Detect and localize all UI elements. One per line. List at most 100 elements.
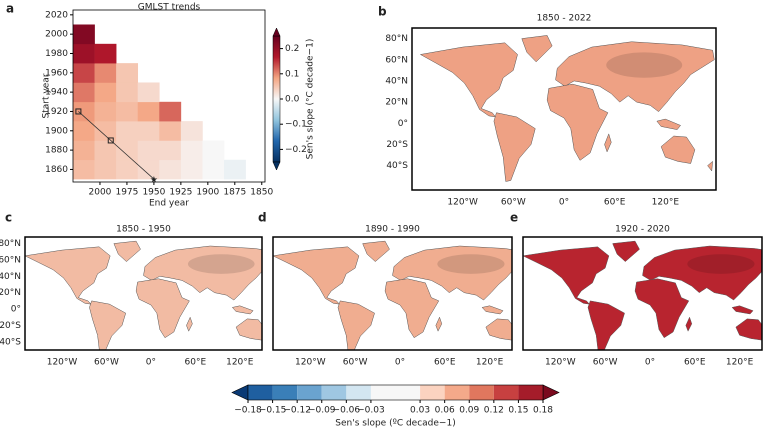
heatmap-cell (73, 24, 95, 45)
continent (25, 247, 110, 304)
continent (144, 246, 262, 300)
colorbar-tick-label: 0.03 (410, 406, 430, 416)
map-frame (522, 236, 763, 351)
lat-tick-label: 40°S (0, 337, 21, 347)
y-tick-label: 1900 (45, 126, 68, 136)
heatmap-cell (73, 140, 95, 161)
marker (107, 137, 114, 144)
heatmap-cell (180, 140, 203, 161)
colorbar-tick-label: −0.03 (357, 406, 385, 416)
colorbar-bin (444, 385, 470, 400)
x-tick-label: 1875 (223, 188, 246, 198)
colorbar-extend (272, 27, 281, 37)
continent (136, 279, 189, 338)
map-title: 1850 - 2022 (537, 14, 592, 24)
y-tick-label: 1980 (45, 49, 68, 59)
heatmap (73, 24, 246, 180)
colorbar-bin (297, 385, 322, 400)
colorbar-extend (272, 161, 281, 171)
colorbar-bin (248, 385, 273, 400)
warm-patch (187, 254, 255, 274)
x-tick-label: 2000 (89, 188, 112, 198)
lat-tick-label: 80°N (0, 239, 21, 249)
heatmap-cell (159, 101, 182, 122)
warm-patch (687, 254, 755, 274)
heatmap-cell (73, 82, 95, 103)
continent (605, 134, 612, 152)
lat-tick-label: 80°N (385, 34, 408, 44)
heatmap-cell (116, 63, 139, 83)
colorbar-label: Sen's slope (°C decade−1) (306, 39, 316, 160)
continent (736, 319, 762, 340)
heatmap-cell (137, 140, 160, 161)
y-tick-label: 2020 (45, 10, 68, 20)
continent (635, 279, 689, 338)
lon-tick-label: 120°E (726, 358, 754, 368)
continent (236, 319, 262, 340)
lon-tick-label: 60°E (185, 358, 207, 368)
heatmap-cell (73, 101, 95, 122)
x-tick-label: 1925 (169, 188, 192, 198)
lon-tick-label: 60°E (684, 358, 706, 368)
colorbar-bin (272, 385, 298, 400)
colorbar-bin (469, 385, 494, 400)
lon-tick-label: 120°E (476, 358, 504, 368)
colorbar-bin (420, 385, 445, 400)
colorbar-bin (321, 385, 347, 400)
land (420, 35, 714, 181)
x-tick-label: 1950 (142, 188, 165, 198)
colorbar-extend (542, 384, 560, 401)
heatmap-cell (137, 121, 160, 141)
heatmap-cell (137, 101, 160, 122)
lat-tick-label: 0° (398, 119, 408, 129)
colorbar-bin (370, 385, 421, 400)
lon-tick-label: 120°W (295, 358, 326, 368)
heatmap-cell (116, 121, 139, 141)
panel-label: e (510, 211, 518, 225)
heatmap-cell (180, 159, 203, 180)
colorbar-tick-label: 0.06 (435, 406, 455, 416)
colorbar-extend (231, 384, 249, 401)
continent (547, 84, 608, 160)
heatmap-cell (159, 159, 182, 180)
lon-tick-label: 120°E (226, 358, 254, 368)
lat-tick-label: 40°S (386, 161, 408, 171)
map (412, 28, 716, 190)
colorbar-tick-label: 0.09 (459, 406, 479, 416)
heatmap-cell (202, 159, 225, 180)
colorbar-tick-label: −0.12 (283, 406, 311, 416)
continent (732, 306, 753, 314)
heatmap-cell (116, 101, 139, 122)
heatmap-cell (73, 43, 95, 64)
continent (657, 119, 681, 130)
continent (588, 301, 625, 350)
y-tick-label: 1860 (45, 165, 68, 175)
colorbar-tick-label: 0.1 (285, 69, 299, 79)
heatmap-cell (94, 43, 117, 64)
continent (114, 241, 141, 261)
lon-tick-label: 60°E (434, 358, 456, 368)
map-title: 1850 - 1950 (116, 225, 171, 235)
lat-tick-label: 40°N (385, 76, 408, 86)
colorbar-bin (493, 385, 519, 400)
continent (556, 42, 715, 112)
heatmap-cell (159, 140, 182, 161)
chart-title: GMLST trends (138, 3, 201, 13)
panel-label: c (5, 211, 12, 225)
heatmap-cell (202, 140, 225, 161)
lon-tick-label: 120°E (652, 198, 680, 208)
heatmap-cell (94, 82, 117, 103)
heatmap-cell (94, 63, 117, 83)
panel-label: b (378, 5, 387, 19)
lat-tick-label: 0° (11, 305, 21, 315)
continent (486, 319, 512, 340)
panel-label: a (6, 2, 14, 16)
continent (338, 301, 375, 350)
colorbar-frame (247, 384, 544, 401)
x-tick-label: 1850 (250, 188, 273, 198)
colorbar-tick-label: −0.1 (285, 120, 307, 130)
heatmap-cell (137, 159, 160, 180)
continent (522, 35, 552, 61)
continent (385, 279, 439, 338)
marker (75, 108, 82, 115)
